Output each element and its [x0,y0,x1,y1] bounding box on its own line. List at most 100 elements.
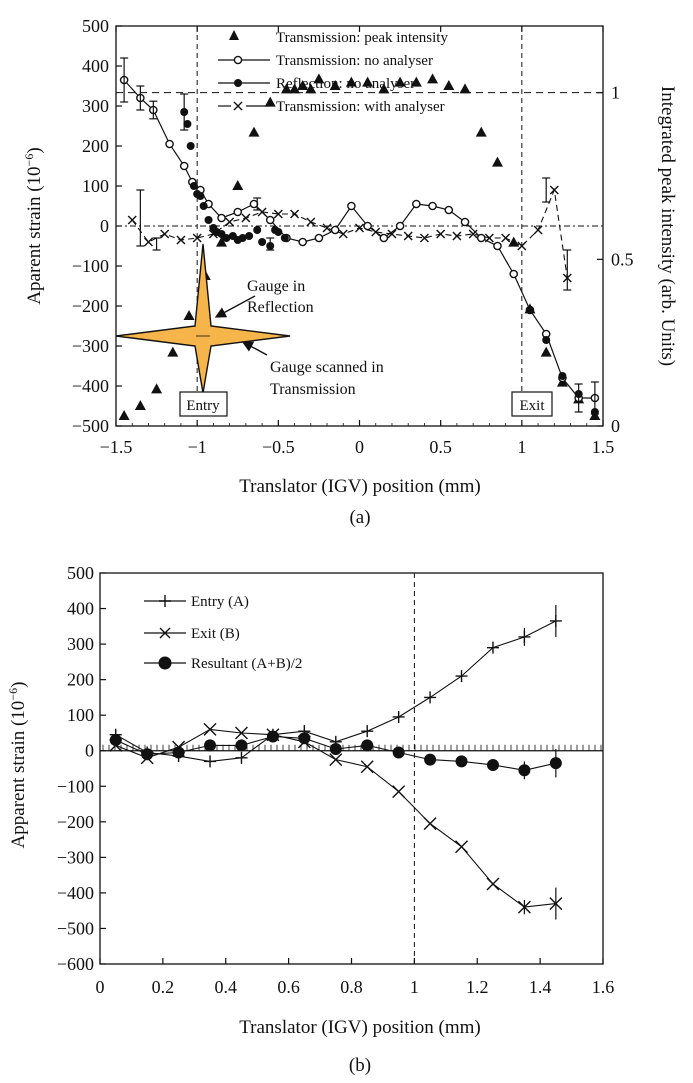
x-tick-label-a: −1 [188,437,207,457]
x-tick-label-a: 0 [355,437,364,457]
legend-b-item-3: Resultant (A+B)/2 [191,656,302,672]
x-tick-label-b: 1.2 [466,977,489,997]
filled-circle-point [183,120,192,128]
panel-label-b: (b) [349,1055,371,1076]
transmission-arrow [241,341,268,356]
legend-a-item-1: Transmission: peak intensity [276,30,448,46]
plus-point [455,670,468,683]
triangle-point [410,76,422,87]
open-circle-point [330,225,340,235]
filled-circle-point [189,182,198,190]
filled-circle-point [204,739,217,752]
y-axis-title-b: Apparent strain (10−6) [6,682,29,849]
cross-point [355,223,364,233]
x-tick-label-b: 1.4 [529,977,552,997]
triangle-point [443,80,455,90]
y-tick-label-b: 200 [67,670,94,690]
y-tick-label-a: −500 [72,416,109,436]
annotation-transmission: Transmission [270,381,356,398]
open-circle-point [493,241,502,251]
y2-axis-title-a: Integrated peak intensity (arb. Units) [657,86,678,366]
x-tick-label-b: 0.8 [340,977,363,997]
triangle-point [297,80,309,90]
open-circle-point [363,221,372,231]
x-point [203,722,217,736]
y2-tick-label-a: 0 [611,416,620,436]
plus-point [424,691,437,704]
y-tick-label-a: 100 [82,176,109,196]
y-tick-label-b: −200 [57,812,94,832]
open-circle-point [509,269,519,279]
filled-circle-point [455,755,468,768]
entry-box [179,391,228,417]
filled-circle-point [424,753,437,766]
triangle-point [305,83,317,94]
filled-circle-point [109,734,122,747]
gauge-shape [115,243,291,394]
legend-a-item-4: Transmission: with analyser [276,99,445,115]
open-circle-point [444,205,454,215]
open-circle-point [476,233,486,243]
triangle-point [329,80,341,90]
y-tick-label-a: 400 [82,56,109,76]
y-tick-label-a: 500 [82,16,109,36]
y-tick-label-a: −100 [72,256,109,276]
plus-point [361,725,374,738]
exit-box [511,391,553,417]
filled-circle-point [392,746,405,759]
open-circle-point [347,201,356,211]
x-point [234,726,248,740]
x-tick-label-a: 1.5 [592,437,615,457]
y-tick-label-a: −200 [72,296,109,316]
y-tick-label-b: 300 [67,634,94,654]
filled-circle-point [298,732,311,745]
triangle-point [232,180,244,190]
filled-circle-point [258,238,267,246]
x-point [455,840,469,854]
triangle-point [362,76,374,87]
filled-circle-point [329,742,342,755]
cross-point [160,229,170,239]
open-circle-point [179,161,189,171]
entry-label: Entry [186,398,220,414]
gauge-diagram: Gauge in Reflection Gauge scanned in Tra… [115,243,384,398]
filled-circle-point [196,192,205,200]
x-tick-label-b: 1 [410,977,419,997]
open-circle-point [165,139,174,149]
cross-point [143,237,153,247]
triangle-point [459,83,471,94]
filled-circle-point [204,216,213,224]
panel-a: −1.5 −1 −0.5 0 0.5 1 1.5 500 400 300 200 100 0 −100 −2… [22,16,678,528]
cross-point [549,185,559,195]
y-tick-label-b: −400 [57,883,94,903]
reflection-arrow [214,295,256,318]
legend-b-item-2: Exit (B) [191,626,240,642]
legend-b-item-1: Entry (A) [191,594,249,610]
open-circle-point [217,213,226,223]
triangle-point [289,83,301,94]
cross-point [273,209,283,219]
x-tick-label-a: −1.5 [100,437,133,457]
open-circle-point [249,199,259,209]
x-tick-label-a: 1 [517,437,526,457]
y-tick-label-a: 200 [82,136,109,156]
filled-circle-point [558,372,567,380]
x-tick-label-b: 0.2 [152,977,175,997]
cross-point [322,223,332,233]
triangle-point [264,96,276,107]
legend-a-item-2: Transmission: no analyser [276,53,433,69]
triangle-point [345,76,357,87]
y2-tick-label-a: 0.5 [611,249,634,269]
cross-point [452,231,462,241]
legend-b-filled-circle-marker [158,656,172,670]
filled-circle-point [266,730,279,743]
triangle-point [280,83,292,94]
legend-a: Transmission: peak intensity Transmissio… [218,30,448,115]
y-tick-label-b: −600 [57,954,94,974]
filled-circle-point [361,739,374,752]
open-circle-point [395,221,405,231]
plus-point [486,641,499,654]
y2-tick-label-a: 1 [611,83,620,103]
triangle-point [167,346,179,357]
